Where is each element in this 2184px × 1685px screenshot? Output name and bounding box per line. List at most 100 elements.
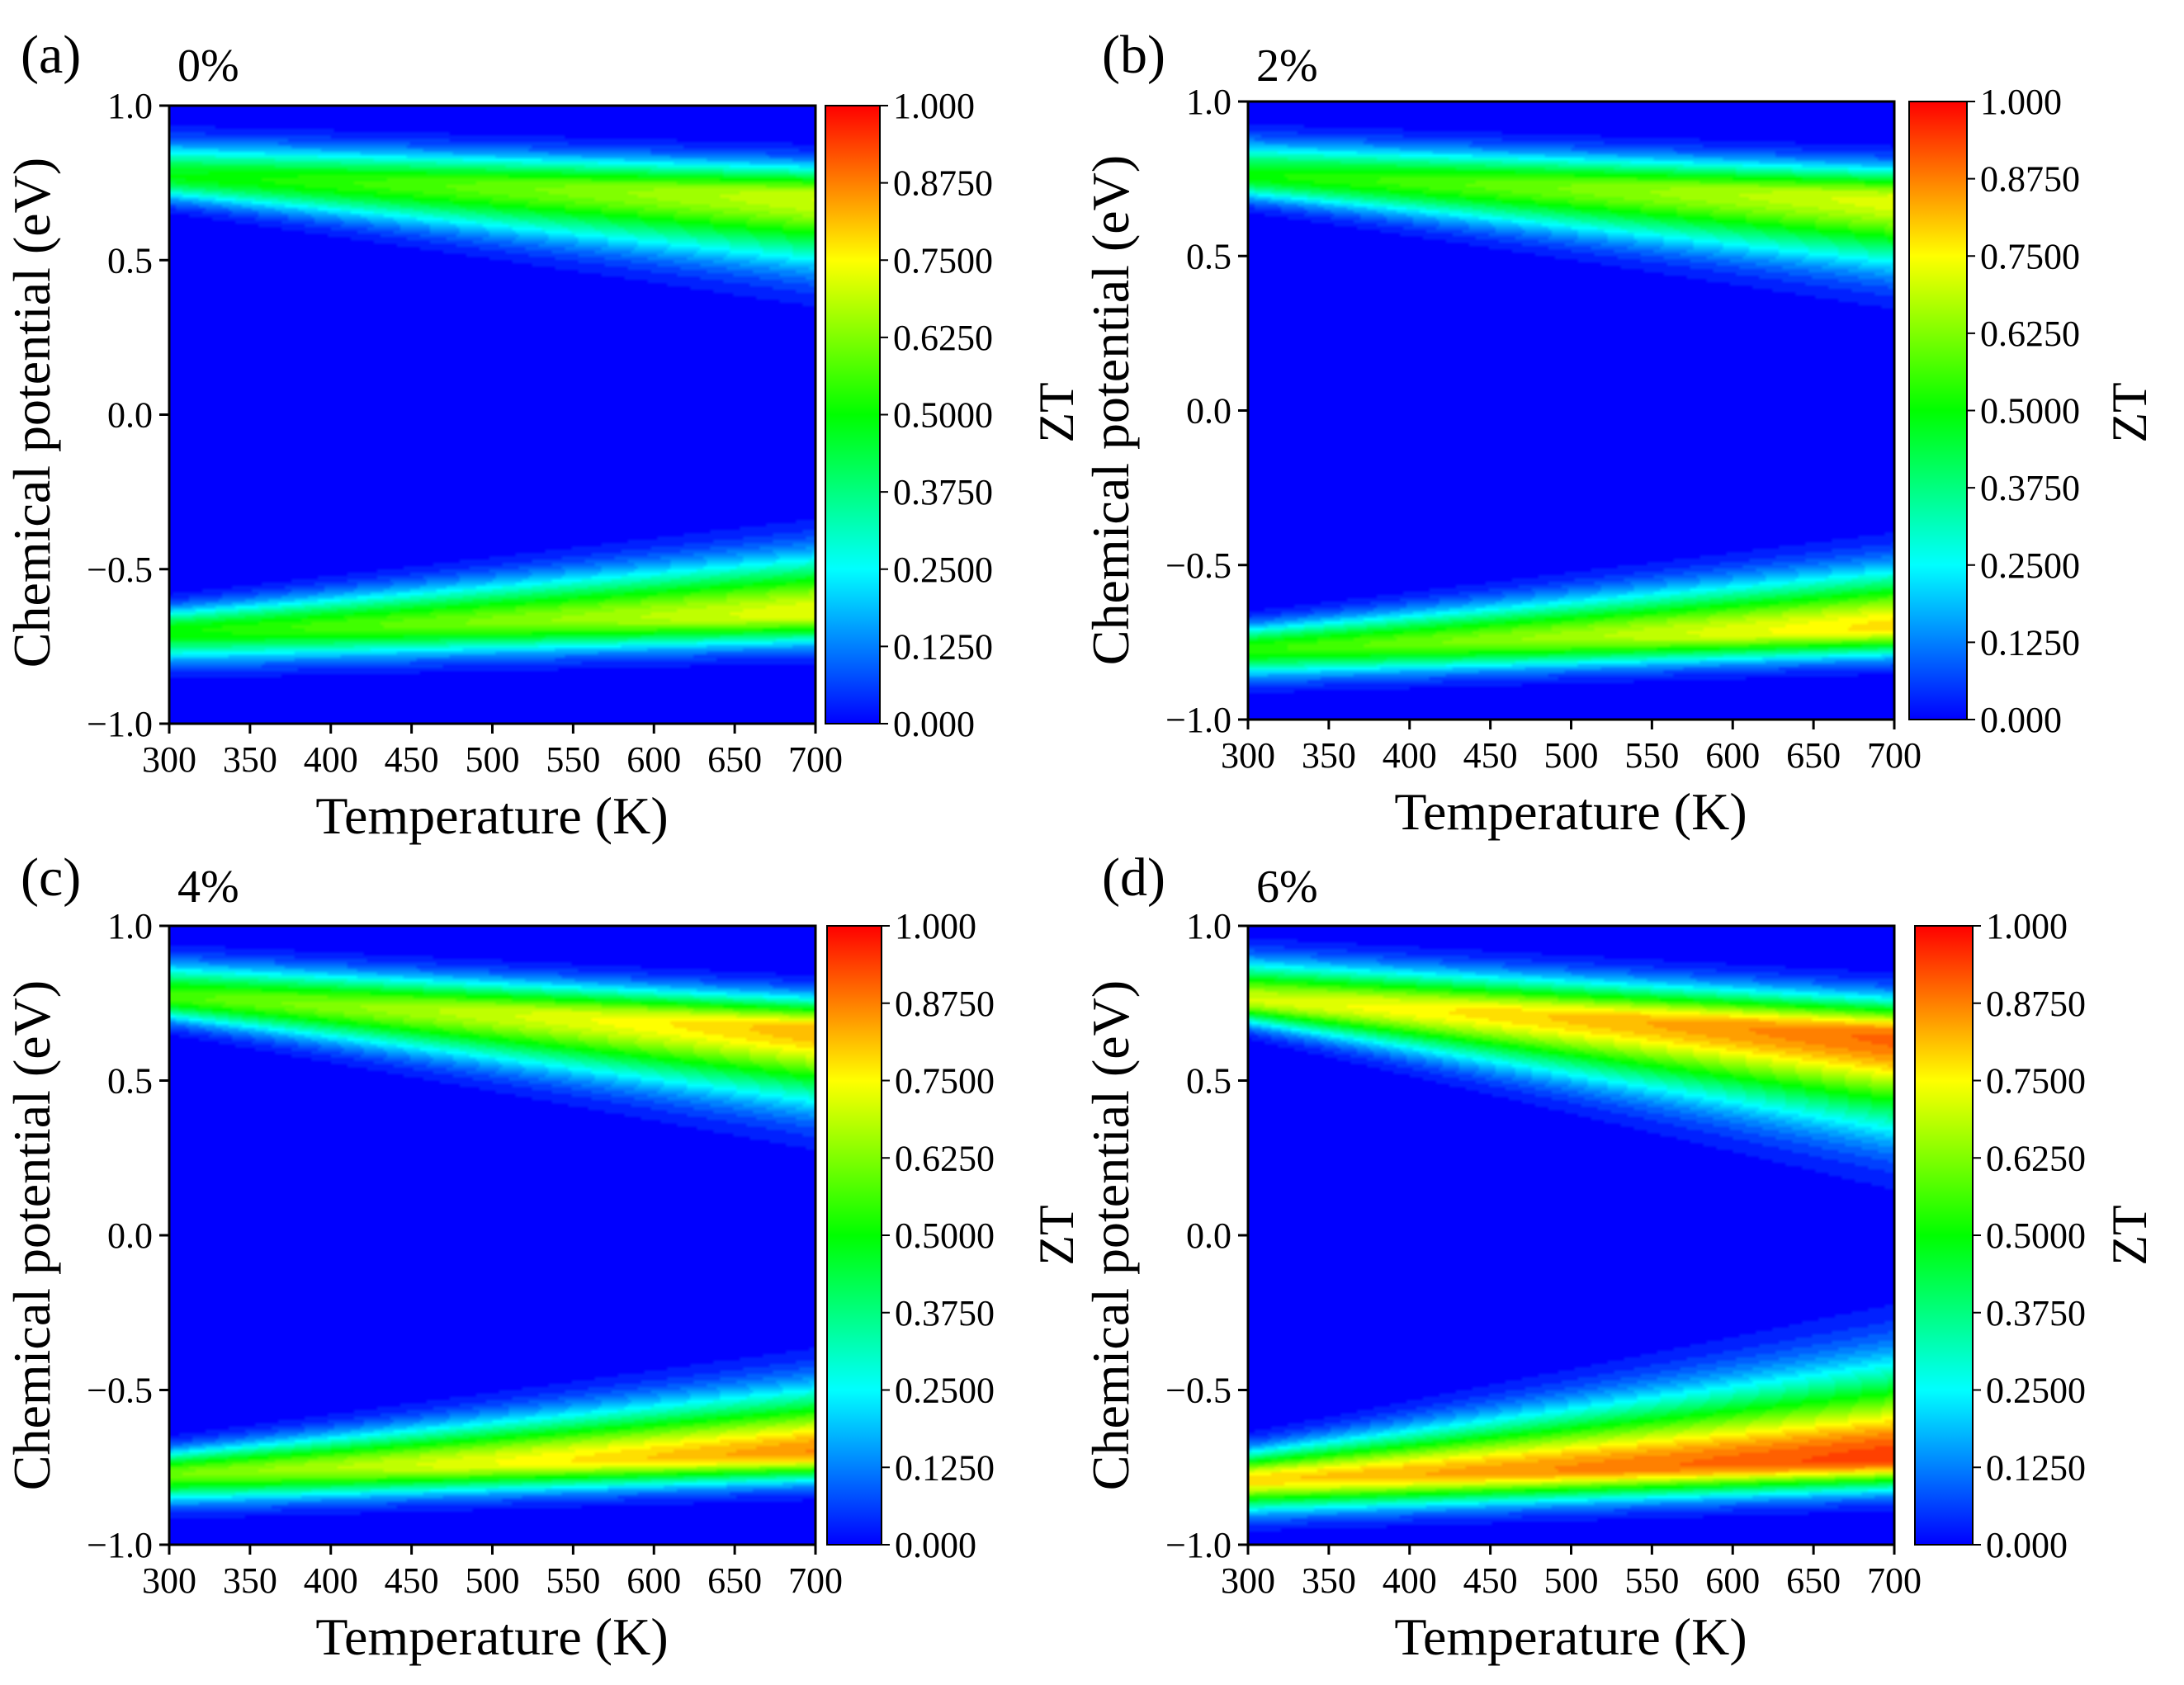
y-tick-label: −1.0 <box>87 704 153 744</box>
x-tick-label: 600 <box>1705 1560 1760 1601</box>
colorbar-tick-label: 1.000 <box>1980 82 2062 122</box>
x-axis-title: Temperature (K) <box>315 786 668 845</box>
panel-a: 300 350 400 450 500 550 600 650 700 −1.0 −0.5 0.0 0.… <box>2 25 1084 845</box>
colorbar-tick-label: 0.000 <box>1986 1525 2068 1565</box>
x-axis-title: Temperature (K) <box>315 1607 668 1666</box>
heatmap-image <box>169 106 815 724</box>
strain-label: 4% <box>177 861 239 913</box>
colorbar-tick-label: 0.8750 <box>1986 984 2086 1024</box>
strain-label: 0% <box>177 40 239 92</box>
x-tick-label: 550 <box>1624 1560 1679 1601</box>
colorbar <box>1908 101 1968 720</box>
colorbar-tick-label: 0.000 <box>895 1525 976 1565</box>
colorbar <box>1914 925 1974 1546</box>
x-tick-label: 500 <box>1544 735 1599 776</box>
x-tick-label: 450 <box>385 739 439 780</box>
x-tick-label: 400 <box>1383 1560 1437 1601</box>
colorbar-tick-label: 0.3750 <box>1986 1293 2086 1333</box>
colorbar-tick-label: 0.2500 <box>895 1371 995 1411</box>
x-tick-label: 700 <box>788 739 843 780</box>
x-tick-label: 400 <box>304 739 358 780</box>
x-tick-label: 300 <box>142 1560 196 1601</box>
colorbar-tick-label: 0.3750 <box>893 472 993 512</box>
x-axis-title: Temperature (K) <box>1394 782 1747 841</box>
x-tick-label: 650 <box>707 1560 762 1601</box>
colorbar-tick-label: 0.6250 <box>893 318 993 358</box>
x-tick-label: 450 <box>1463 1560 1518 1601</box>
y-tick-label: 0.0 <box>107 1215 153 1256</box>
colorbar-tick-label: 0.1250 <box>895 1447 995 1488</box>
colorbar-tick-label: 0.8750 <box>895 984 995 1024</box>
x-tick-label: 500 <box>1544 1560 1599 1601</box>
colorbar-tick-label: 0.6250 <box>895 1138 995 1178</box>
colorbar-tick-label: 0.2500 <box>893 550 993 590</box>
x-tick-label: 400 <box>1383 735 1437 776</box>
x-tick-label: 500 <box>466 739 520 780</box>
x-tick-label: 650 <box>1786 735 1841 776</box>
colorbar <box>825 105 881 725</box>
x-tick-label: 300 <box>1221 735 1275 776</box>
x-tick-label: 550 <box>546 739 600 780</box>
colorbar-title: ZT <box>1029 382 1084 442</box>
colorbar <box>826 925 882 1546</box>
strain-label: 6% <box>1256 861 1318 913</box>
colorbar-tick-label: 0.7500 <box>1986 1061 2086 1102</box>
x-tick-label: 350 <box>1302 1560 1356 1601</box>
y-axis-title: Chemical potential (eV) <box>1081 980 1140 1490</box>
colorbar-tick-label: 0.3750 <box>895 1293 995 1333</box>
colorbar-tick-label: 0.000 <box>1980 700 2062 740</box>
x-tick-label: 700 <box>1867 1560 1922 1601</box>
y-tick-label: 1.0 <box>1186 906 1231 946</box>
x-tick-label: 350 <box>1302 735 1356 776</box>
y-tick-label: 1.0 <box>107 86 153 126</box>
colorbar-tick-label: 0.5000 <box>1980 391 2080 432</box>
x-tick-label: 450 <box>385 1560 439 1601</box>
x-tick-label: 300 <box>142 739 196 780</box>
x-tick-label: 600 <box>626 1560 681 1601</box>
y-tick-label: 0.5 <box>107 1061 153 1102</box>
y-tick-label: 0.0 <box>1186 391 1231 432</box>
y-tick-label: −1.0 <box>1165 1525 1231 1565</box>
heatmap-image <box>1248 101 1894 720</box>
heatmap-image <box>1248 926 1894 1545</box>
x-tick-label: 650 <box>707 739 762 780</box>
x-tick-label: 550 <box>1624 735 1679 776</box>
x-tick-label: 350 <box>223 739 277 780</box>
y-tick-label: 0.5 <box>1186 236 1231 276</box>
colorbar-title: ZT <box>1029 1205 1084 1265</box>
x-tick-label: 650 <box>1786 1560 1841 1601</box>
y-tick-label: −0.5 <box>87 1371 153 1411</box>
x-tick-label: 450 <box>1463 735 1518 776</box>
strain-label: 2% <box>1256 40 1318 92</box>
colorbar-title: ZT <box>2102 1205 2157 1265</box>
colorbar-tick-label: 0.6250 <box>1986 1138 2086 1178</box>
panel-label: (a) <box>21 25 81 85</box>
y-tick-label: −0.5 <box>1165 545 1231 586</box>
y-tick-label: 0.5 <box>1186 1061 1231 1102</box>
colorbar-tick-label: 0.1250 <box>893 626 993 667</box>
y-tick-label: −1.0 <box>1165 700 1231 740</box>
panel-b: 300 350 400 450 500 550 600 650 700 −1.0 −0.5 0.0 0.… <box>1081 25 2157 841</box>
x-tick-label: 400 <box>304 1560 358 1601</box>
x-tick-label: 700 <box>1867 735 1922 776</box>
heatmap-image <box>169 926 815 1545</box>
y-axis-title: Chemical potential (eV) <box>2 158 61 668</box>
x-tick-label: 600 <box>1705 735 1760 776</box>
panel-c: 300 350 400 450 500 550 600 650 700 −1.0 −0.5 0.0 0.… <box>2 847 1084 1666</box>
colorbar-tick-label: 1.000 <box>893 86 975 126</box>
y-tick-label: 1.0 <box>1186 82 1231 122</box>
x-axis-title: Temperature (K) <box>1394 1607 1747 1666</box>
y-tick-label: −0.5 <box>1165 1371 1231 1411</box>
panel-label: (c) <box>21 847 81 908</box>
colorbar-tick-label: 1.000 <box>1986 906 2068 946</box>
colorbar-tick-label: 0.2500 <box>1980 545 2080 586</box>
x-tick-label: 350 <box>223 1560 277 1601</box>
colorbar-tick-label: 0.8750 <box>893 163 993 204</box>
colorbar-tick-label: 0.5000 <box>893 395 993 436</box>
x-tick-label: 700 <box>788 1560 843 1601</box>
panel-d: 300 350 400 450 500 550 600 650 700 −1.0 −0.5 0.0 0.… <box>1081 847 2157 1666</box>
colorbar-tick-label: 0.000 <box>893 704 975 744</box>
y-axis-title: Chemical potential (eV) <box>2 980 61 1490</box>
y-tick-label: 0.0 <box>1186 1215 1231 1256</box>
